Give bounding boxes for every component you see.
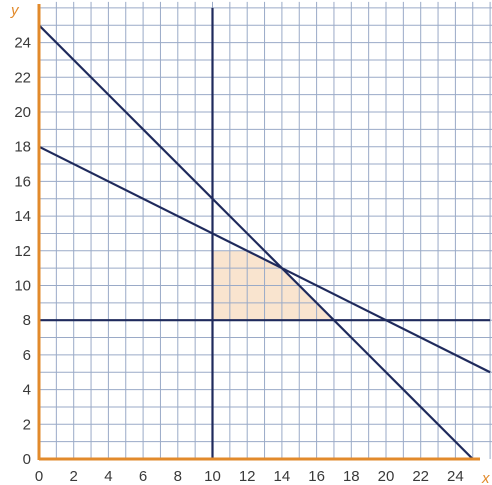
- axes: [37, 4, 480, 461]
- y-tick-label: 18: [14, 139, 31, 156]
- y-tick-label: 12: [14, 243, 31, 260]
- y-tick-label: 24: [14, 35, 31, 52]
- y-tick-label: 20: [14, 104, 31, 121]
- x-tick-label: 24: [447, 468, 464, 485]
- constraint-lines: [38, 7, 491, 460]
- x-tick-label: 16: [308, 468, 325, 485]
- y-tick-label: 2: [23, 416, 31, 433]
- grid: [39, 1, 492, 459]
- x-tick-label: 0: [35, 468, 43, 485]
- x-tick-label: 4: [104, 468, 112, 485]
- constraint-line: [38, 24, 474, 460]
- x-tick-label: 22: [412, 468, 429, 485]
- x-tick-label: 14: [274, 468, 291, 485]
- y-axis-label: y: [10, 2, 20, 19]
- y-tick-label: 4: [23, 382, 31, 399]
- x-tick-label: 2: [70, 468, 78, 485]
- x-tick-label: 8: [174, 468, 182, 485]
- y-tick-label: 8: [23, 312, 31, 329]
- y-tick-label: 14: [14, 208, 31, 225]
- x-axis-label: x: [481, 470, 490, 485]
- x-tick-label: 12: [239, 468, 256, 485]
- x-tick-label: 6: [139, 468, 147, 485]
- y-tick-label: 0: [23, 451, 31, 468]
- y-tick-label: 22: [14, 69, 31, 86]
- tick-labels: 0 2 4 6 8 10 12 14 16 18 20 22 240246810121416182022…: [14, 35, 463, 485]
- y-tick-label: 10: [14, 278, 31, 295]
- constraint-line: [38, 145, 491, 374]
- x-tick-label: 18: [343, 468, 360, 485]
- x-tick-label: 20: [378, 468, 395, 485]
- y-tick-label: 6: [23, 347, 31, 364]
- y-tick-label: 16: [14, 173, 31, 190]
- x-tick-label: 10: [204, 468, 221, 485]
